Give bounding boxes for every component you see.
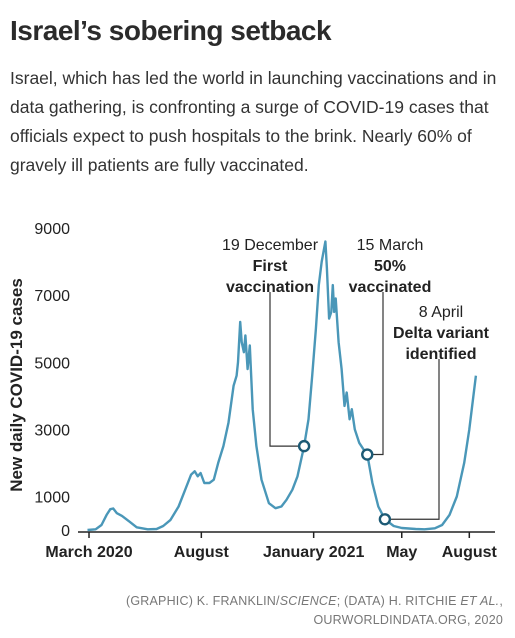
annotation-marker xyxy=(361,448,374,461)
credit-line-1: (GRAPHIC) K. FRANKLIN/SCIENCE; (DATA) H.… xyxy=(125,594,503,608)
annotation-title: Delta variant xyxy=(393,325,490,342)
x-tick-label: March 2020 xyxy=(45,544,132,561)
y-tick-label: 7000 xyxy=(34,288,70,305)
credit-graphic-publication: SCIENCE xyxy=(279,594,337,608)
credit-data-etal: ET AL. xyxy=(460,594,500,608)
annotation-detail: identified xyxy=(405,346,476,363)
credit-graphic-prefix: (GRAPHIC) K. FRANKLIN/ xyxy=(125,594,280,608)
annotation-date: 15 March xyxy=(357,237,424,254)
credit-line-2: OURWORLDINDATA.ORG, 2020 xyxy=(313,613,503,627)
annotation-leader-line xyxy=(384,359,440,520)
x-tick-label: May xyxy=(386,544,417,561)
y-tick-label: 0 xyxy=(61,523,70,540)
cases-line xyxy=(87,240,478,532)
annotation-date: 19 December xyxy=(222,237,319,254)
x-tick-label: August xyxy=(442,544,498,561)
covid-cases-chart: 0 1000 3000 5000 7000 9000 March 2020 August Ja… xyxy=(7,221,498,561)
series-layer xyxy=(87,240,478,532)
y-tick-label: 3000 xyxy=(34,422,70,439)
y-tick-label: 5000 xyxy=(34,355,70,372)
annotation-leader-line xyxy=(367,292,384,456)
annotation-marker xyxy=(297,439,311,453)
chart-subtitle: Israel, which has led the world in launc… xyxy=(10,68,497,175)
y-tick-label: 9000 xyxy=(34,221,70,238)
annotation-marker xyxy=(378,513,392,526)
y-tick-label: 1000 xyxy=(34,489,70,506)
annotation-title: 50% xyxy=(374,258,406,275)
x-tick-label: January 2021 xyxy=(263,544,365,561)
credit-data-prefix: ; (DATA) H. RITCHIE xyxy=(336,594,461,608)
credit: (GRAPHIC) K. FRANKLIN/SCIENCE; (DATA) H.… xyxy=(126,592,503,630)
y-axis-label: New daily COVID-19 cases xyxy=(7,278,26,492)
chart-title: Israel’s sobering setback xyxy=(10,15,332,46)
x-axis: March 2020 August January 2021 May August xyxy=(45,531,498,561)
annotation-detail: vaccinated xyxy=(349,279,432,296)
annotation-detail: vaccination xyxy=(226,279,314,296)
annotation-title: First xyxy=(253,258,288,275)
annotation-date: 8 April xyxy=(419,304,463,321)
annotation-leader-line xyxy=(269,292,305,447)
annotation-layer: 19 December First vaccination 15 March 50% va… xyxy=(222,237,490,526)
y-axis: 0 1000 3000 5000 7000 9000 xyxy=(34,221,70,540)
x-tick-label: August xyxy=(174,544,230,561)
